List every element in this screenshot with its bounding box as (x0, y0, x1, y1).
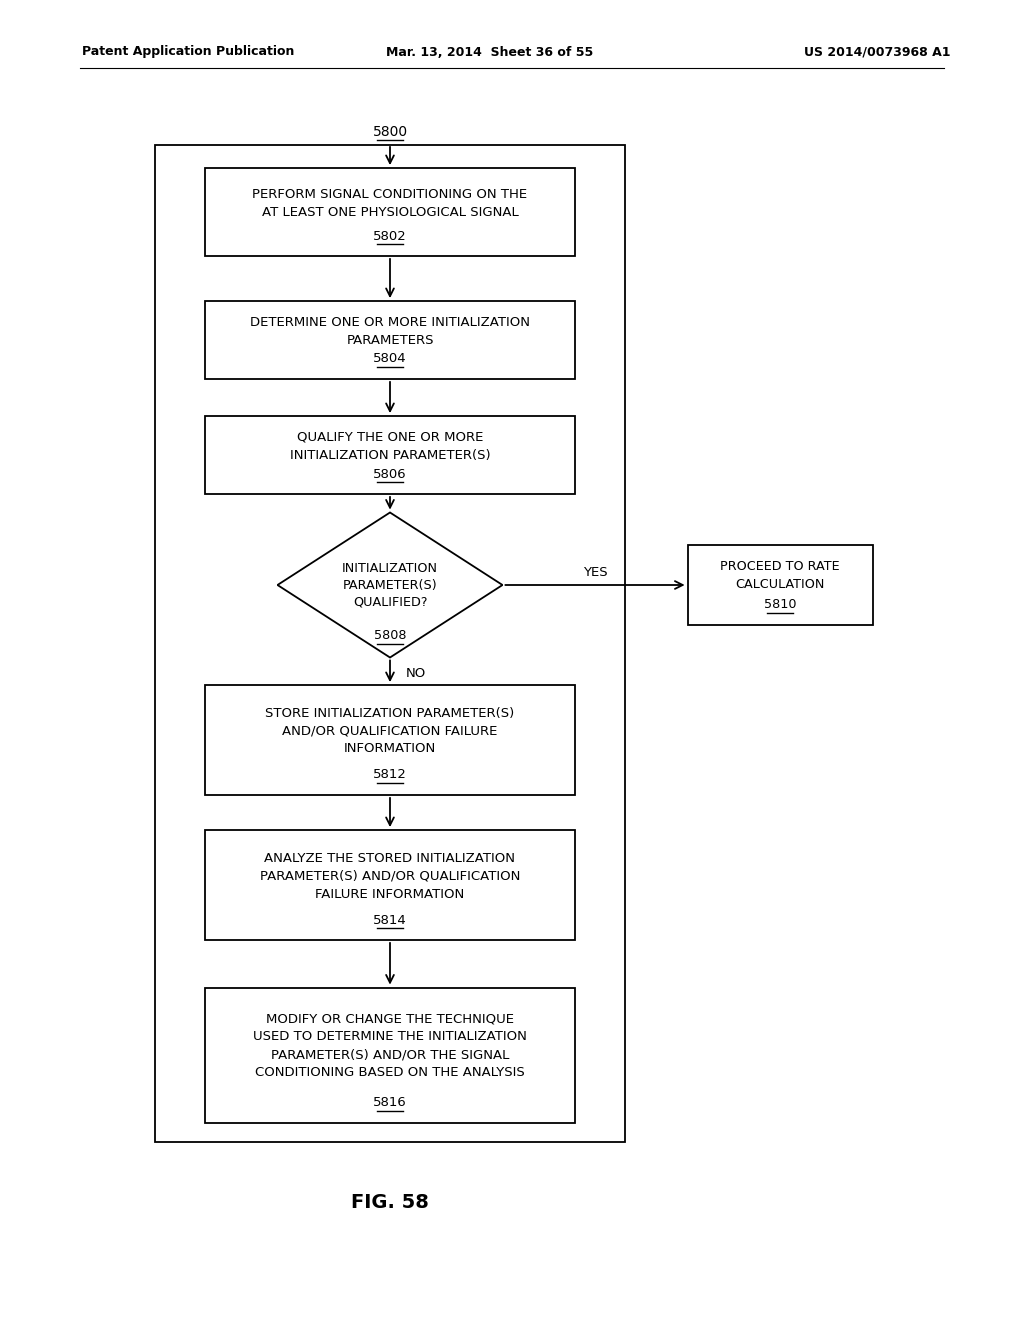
Bar (205, 416, 575, 494)
Text: PARAMETER(S): PARAMETER(S) (343, 578, 437, 591)
Text: QUALIFIED?: QUALIFIED? (352, 595, 427, 609)
Bar (155, 145, 625, 1142)
Text: 5812: 5812 (373, 768, 407, 781)
Text: Mar. 13, 2014  Sheet 36 of 55: Mar. 13, 2014 Sheet 36 of 55 (386, 45, 594, 58)
Text: Patent Application Publication: Patent Application Publication (82, 45, 294, 58)
Text: PROCEED TO RATE: PROCEED TO RATE (720, 561, 840, 573)
Text: PARAMETER(S) AND/OR THE SIGNAL: PARAMETER(S) AND/OR THE SIGNAL (270, 1048, 509, 1061)
Bar (205, 685, 575, 795)
Text: CALCULATION: CALCULATION (735, 578, 824, 591)
Text: NO: NO (406, 667, 426, 680)
Text: STORE INITIALIZATION PARAMETER(S): STORE INITIALIZATION PARAMETER(S) (265, 706, 515, 719)
Bar (687, 545, 872, 624)
Bar (205, 830, 575, 940)
Text: USED TO DETERMINE THE INITIALIZATION: USED TO DETERMINE THE INITIALIZATION (253, 1031, 527, 1044)
Text: 5816: 5816 (373, 1096, 407, 1109)
Text: FAILURE INFORMATION: FAILURE INFORMATION (315, 887, 465, 900)
Text: PARAMETERS: PARAMETERS (346, 334, 434, 346)
Bar (205, 168, 575, 256)
Text: INITIALIZATION: INITIALIZATION (342, 561, 438, 574)
Polygon shape (278, 512, 503, 657)
Text: MODIFY OR CHANGE THE TECHNIQUE: MODIFY OR CHANGE THE TECHNIQUE (266, 1012, 514, 1026)
Text: 5814: 5814 (373, 913, 407, 927)
Text: 5808: 5808 (374, 630, 407, 642)
Bar (205, 987, 575, 1122)
Text: PARAMETER(S) AND/OR QUALIFICATION: PARAMETER(S) AND/OR QUALIFICATION (260, 870, 520, 883)
Text: 5810: 5810 (764, 598, 797, 611)
Text: AND/OR QUALIFICATION FAILURE: AND/OR QUALIFICATION FAILURE (283, 725, 498, 738)
Text: US 2014/0073968 A1: US 2014/0073968 A1 (804, 45, 950, 58)
Text: INFORMATION: INFORMATION (344, 742, 436, 755)
Bar (205, 301, 575, 379)
Text: INITIALIZATION PARAMETER(S): INITIALIZATION PARAMETER(S) (290, 449, 490, 462)
Text: QUALIFY THE ONE OR MORE: QUALIFY THE ONE OR MORE (297, 430, 483, 444)
Text: ANALYZE THE STORED INITIALIZATION: ANALYZE THE STORED INITIALIZATION (264, 851, 515, 865)
Text: AT LEAST ONE PHYSIOLOGICAL SIGNAL: AT LEAST ONE PHYSIOLOGICAL SIGNAL (261, 206, 518, 219)
Text: CONDITIONING BASED ON THE ANALYSIS: CONDITIONING BASED ON THE ANALYSIS (255, 1067, 525, 1080)
Text: YES: YES (583, 566, 607, 579)
Text: 5800: 5800 (373, 125, 408, 139)
Text: FIG. 58: FIG. 58 (351, 1192, 429, 1212)
Text: DETERMINE ONE OR MORE INITIALIZATION: DETERMINE ONE OR MORE INITIALIZATION (250, 315, 530, 329)
Text: 5804: 5804 (373, 352, 407, 366)
Text: 5806: 5806 (373, 467, 407, 480)
Text: PERFORM SIGNAL CONDITIONING ON THE: PERFORM SIGNAL CONDITIONING ON THE (253, 187, 527, 201)
Text: 5802: 5802 (373, 230, 407, 243)
